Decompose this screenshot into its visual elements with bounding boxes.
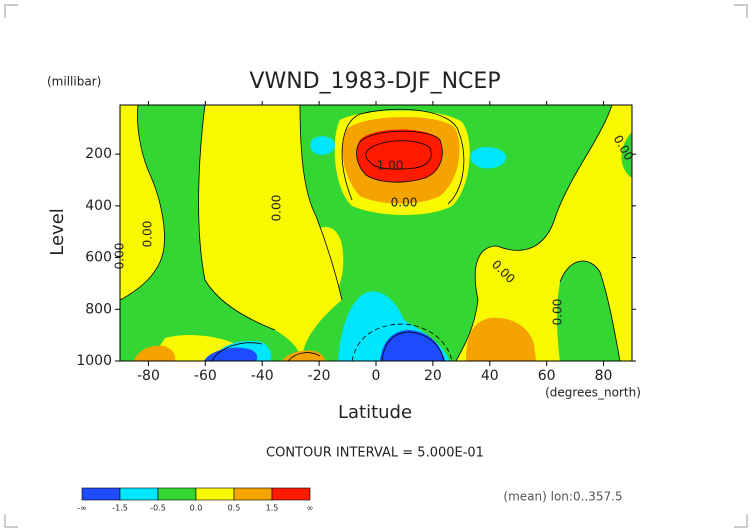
colorbar-label: -0.5 — [150, 504, 166, 513]
contour-line — [299, 104, 343, 301]
x-tick-label: -40 — [251, 368, 274, 384]
contour-label: 0.00 — [551, 299, 565, 326]
contour-fill — [134, 345, 176, 361]
contour-label: 0.00 — [391, 196, 418, 210]
contour-line — [287, 352, 321, 362]
contour-label: 1.00 — [377, 159, 404, 173]
colorbar-label: 1.5 — [266, 504, 279, 513]
x-tick-label: 80 — [595, 368, 613, 384]
y-tick-label: 400 — [85, 198, 112, 214]
colorbar-box — [195, 487, 235, 501]
colorbar-box — [233, 487, 273, 501]
y-tick-label: 1000 — [76, 353, 112, 369]
chart-title: VWND_1983-DJF_NCEP — [249, 69, 500, 94]
y-tick-label: 200 — [85, 146, 112, 162]
y-axis-label: Level — [47, 208, 68, 256]
x-tick-label: 60 — [538, 368, 556, 384]
x-unit: (degrees_north) — [545, 386, 641, 400]
contour-fill — [204, 347, 258, 361]
contour-line — [365, 140, 432, 170]
contour-line — [211, 342, 263, 362]
x-tick-label: -80 — [137, 368, 160, 384]
contour-line — [198, 104, 276, 331]
contour-line — [351, 323, 453, 362]
colorbar-label: ∞ — [307, 504, 314, 513]
contour-fill — [310, 136, 336, 155]
colorbar-box — [119, 487, 159, 501]
contour-fill — [470, 146, 507, 169]
contour-fill — [356, 129, 443, 183]
y-tick-label: 600 — [85, 250, 112, 266]
contour-fill — [187, 273, 194, 290]
contour-interval: CONTOUR INTERVAL = 5.000E-01 — [266, 446, 484, 461]
contour-label: 0.00 — [270, 195, 284, 222]
contour-line — [341, 108, 465, 205]
contour-line — [381, 331, 445, 362]
y-tick-label: 800 — [85, 301, 112, 317]
footer: (mean) lon:0..357.5 — [503, 490, 622, 504]
x-tick-label: 40 — [481, 368, 499, 384]
contour-fill — [310, 226, 344, 298]
plot-area: 0.000.000.001.000.000.000.000.00-80 -60 -4… — [76, 101, 636, 384]
x-axis-label: Latitude — [338, 402, 412, 423]
contour-line — [119, 104, 165, 301]
x-tick-label: -60 — [194, 368, 217, 384]
x-tick-label: 20 — [424, 368, 442, 384]
colorbar-label: -1.5 — [112, 504, 128, 513]
contour-line — [356, 130, 443, 183]
contour-fill — [120, 105, 302, 361]
y-unit: (millibar) — [47, 75, 101, 89]
x-tick-label: 0 — [372, 368, 381, 384]
colorbar-label: -∞ — [77, 504, 87, 513]
colorbar-label: 0.5 — [228, 504, 241, 513]
contour-line — [559, 260, 621, 362]
corner-marks — [4, 4, 748, 528]
contour-fill — [621, 132, 632, 178]
colorbar-box — [271, 487, 311, 501]
contour-fill — [466, 317, 536, 361]
contour-label: 0.00 — [141, 221, 155, 248]
colorbar-label: 0.0 — [190, 504, 203, 513]
contour-line — [455, 104, 613, 362]
colorbar-box — [81, 487, 121, 501]
colorbar: -∞ -1.5 -0.5 0.0 0.5 1.5 ∞ — [77, 487, 314, 513]
x-tick-label: -20 — [308, 368, 331, 384]
colorbar-box — [157, 487, 197, 501]
